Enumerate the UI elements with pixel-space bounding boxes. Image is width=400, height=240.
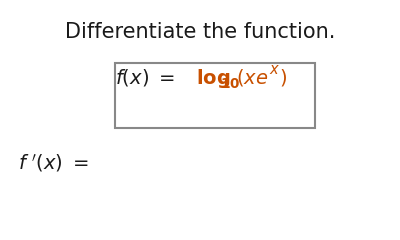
- Text: $\mathit{)}$: $\mathit{)}$: [279, 67, 287, 89]
- Text: $\mathit{f\ '}(\mathit{x})\ =$: $\mathit{f\ '}(\mathit{x})\ =$: [18, 152, 89, 174]
- Text: $\mathit{x}$: $\mathit{x}$: [269, 62, 280, 78]
- Bar: [115, 63, 315, 128]
- Text: $\bf{log}$: $\bf{log}$: [196, 66, 230, 90]
- Text: $\mathit{f}(\mathit{x})\ =\ $: $\mathit{f}(\mathit{x})\ =\ $: [115, 67, 175, 89]
- Text: $\bf{10}$: $\bf{10}$: [220, 77, 240, 91]
- Text: $\mathit{(xe}$: $\mathit{(xe}$: [236, 67, 268, 89]
- Text: Differentiate the function.: Differentiate the function.: [65, 22, 335, 42]
